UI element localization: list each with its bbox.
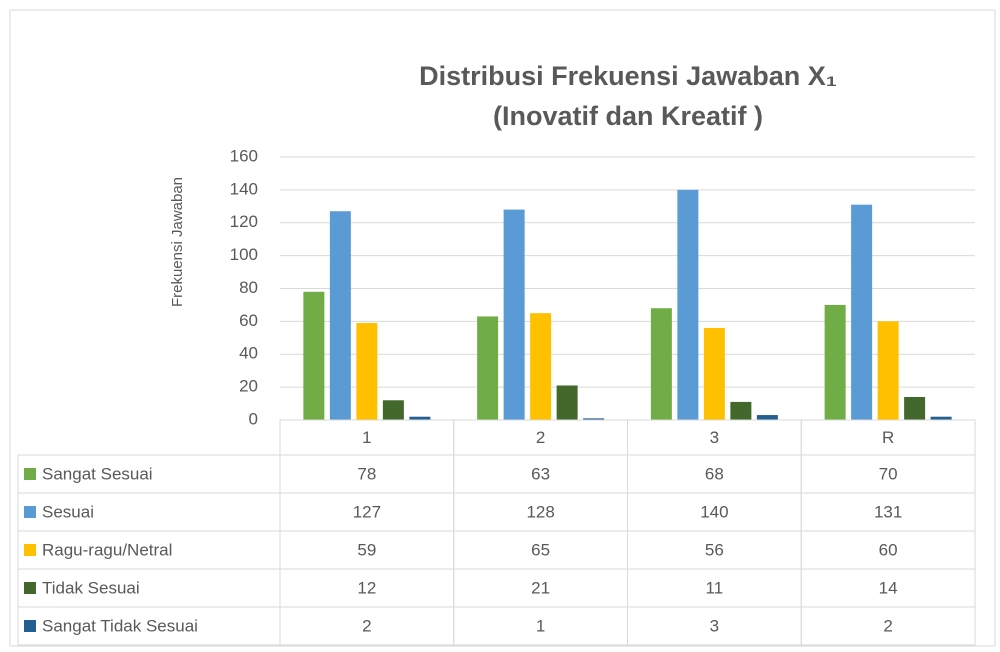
table-value: 131 — [874, 502, 902, 521]
table-value: 1 — [536, 616, 545, 635]
x-tick-label: 1 — [362, 428, 371, 447]
chart-title: Distribusi Frekuensi Jawaban X₁ — [419, 61, 837, 91]
bar — [409, 416, 431, 420]
table-value: 127 — [353, 502, 381, 521]
legend-label: Tidak Sesuai — [42, 578, 140, 597]
legend-key — [24, 620, 36, 632]
table-value: 21 — [531, 578, 550, 597]
bar — [677, 189, 699, 420]
legend-label: Sangat Tidak Sesuai — [42, 616, 198, 635]
bar — [503, 209, 525, 420]
legend-key — [24, 582, 36, 594]
table-value: 12 — [357, 578, 376, 597]
table-value: 2 — [362, 616, 371, 635]
table-value: 128 — [526, 502, 554, 521]
table-value: 14 — [879, 578, 898, 597]
table-value: 63 — [531, 464, 550, 483]
bar — [904, 396, 926, 420]
legend-label: Ragu-ragu/Netral — [42, 540, 172, 559]
table-value: 65 — [531, 540, 550, 559]
bar — [382, 400, 404, 420]
bar — [303, 291, 325, 420]
y-tick-label: 100 — [230, 245, 258, 264]
table-value: 140 — [700, 502, 728, 521]
table-value: 68 — [705, 464, 724, 483]
x-tick-label: 2 — [536, 428, 545, 447]
bar — [877, 321, 899, 420]
y-tick-label: 160 — [230, 146, 258, 165]
y-tick-label: 60 — [239, 311, 258, 330]
legend-key — [24, 468, 36, 480]
y-tick-label: 0 — [249, 409, 258, 428]
bar — [756, 415, 778, 420]
table-value: 2 — [883, 616, 892, 635]
table-value: 59 — [357, 540, 376, 559]
bar — [329, 211, 351, 420]
bar — [824, 304, 846, 420]
legend-key — [24, 506, 36, 518]
table-value: 60 — [879, 540, 898, 559]
bar — [583, 418, 605, 420]
table-value: 70 — [879, 464, 898, 483]
x-tick-label: R — [882, 428, 894, 447]
y-tick-label: 120 — [230, 212, 258, 231]
x-tick-label: 3 — [710, 428, 719, 447]
table-value: 11 — [706, 578, 724, 597]
bar — [356, 323, 378, 420]
y-axis-label: Frekuensi Jawaban — [169, 177, 186, 307]
legend-key — [24, 544, 36, 556]
table-value: 56 — [705, 540, 724, 559]
table-value: 3 — [710, 616, 719, 635]
bar — [556, 385, 578, 420]
bar — [703, 327, 725, 420]
bar — [477, 316, 499, 420]
bar — [650, 308, 672, 420]
legend-label: Sangat Sesuai — [42, 464, 153, 483]
y-tick-label: 80 — [239, 278, 258, 297]
table-cell — [800, 606, 976, 646]
bar — [730, 401, 752, 420]
y-tick-label: 40 — [239, 344, 258, 363]
y-tick-label: 20 — [239, 377, 258, 396]
chart-title: (Inovatif dan Kreatif ) — [493, 101, 763, 131]
bar — [851, 204, 873, 420]
legend-label: Sesuai — [42, 502, 94, 521]
table-value: 78 — [357, 464, 376, 483]
bar — [930, 416, 952, 420]
y-tick-label: 140 — [230, 179, 258, 198]
bar — [530, 313, 552, 420]
